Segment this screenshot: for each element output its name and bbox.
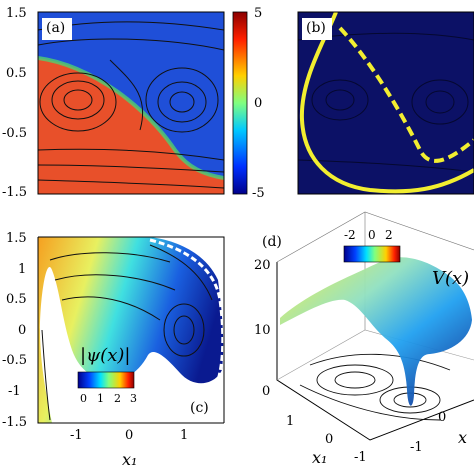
panel-c-xtick: -1	[70, 428, 83, 443]
panel-b-streamlines	[298, 32, 474, 173]
panel-d	[276, 211, 474, 441]
panel-b-label-box	[302, 18, 332, 40]
panel-d-xtick: 0	[325, 432, 334, 447]
panel-c-colorbar-title: |ψ(x)|	[80, 345, 131, 366]
panel-d-surface-label: V(x)	[432, 268, 470, 289]
panel-d-surface	[280, 257, 472, 406]
panel-c-ytick: -1.5	[2, 415, 28, 430]
panel-c-ytick: -1	[8, 384, 21, 399]
panel-d-ytick: -1	[410, 440, 423, 455]
colorbar-c-tick: 3	[130, 392, 137, 405]
panel-c-ytick: 0.5	[6, 292, 27, 307]
panel-c-psi-field	[38, 237, 224, 423]
panel-a-blue-region	[38, 12, 224, 178]
colorbar-c-tick: 0	[80, 392, 87, 405]
panel-d-label: (d)	[262, 234, 282, 250]
panel-d-floor-streamlines	[299, 353, 451, 421]
panel-a	[37, 11, 225, 195]
panel-c-xlabel: x₁	[122, 450, 138, 469]
panel-d-xtick: -1	[354, 450, 367, 465]
panel-a-colorbar	[232, 11, 248, 195]
panel-c-streamlines	[41, 244, 213, 421]
colorbar-c-tick: 2	[114, 392, 121, 405]
panel-c-label: (c)	[190, 400, 209, 416]
panel-d-colorbar	[343, 245, 401, 263]
panel-c-ytick: 1	[18, 262, 27, 277]
panel-a-ytick: 0.5	[6, 66, 27, 81]
panel-c-ytick: 0	[18, 323, 27, 338]
panel-b-yellow-dashed	[338, 26, 474, 163]
colorbar-c-tick: 1	[97, 392, 104, 405]
panel-c-ytick: -0.5	[2, 353, 28, 368]
panel-d-ztick: 0	[262, 384, 271, 399]
colorbar-d-tick: -2	[344, 228, 356, 242]
panel-a-ytick: -1.5	[2, 185, 28, 200]
panel-d-xtick: 1	[286, 414, 295, 429]
panel-c-xtick: 1	[180, 428, 189, 443]
panel-c	[37, 236, 225, 424]
panel-a-ytick: 1.5	[6, 6, 27, 21]
panel-a-label-box	[42, 18, 72, 40]
panel-c-ytick: 1.5	[6, 231, 27, 246]
panel-d-ylabel: x	[458, 428, 468, 447]
colorbar-a-tick: 0	[254, 96, 263, 111]
colorbar-a-tick: 5	[254, 6, 263, 21]
panel-d-ztick: 20	[254, 258, 271, 273]
panel-c-colorbar	[77, 371, 135, 389]
panel-d-xlabel: x₁	[312, 448, 328, 467]
colorbar-d-tick: 2	[385, 228, 393, 242]
panel-a-label: (a)	[46, 20, 66, 36]
colorbar-d-tick: 0	[368, 228, 376, 242]
panel-c-xtick: 0	[125, 428, 134, 443]
panel-b-yellow-boundary	[299, 12, 474, 194]
panel-d-ytick: 0	[438, 410, 447, 425]
panel-d-ztick: 10	[254, 323, 271, 338]
panel-b	[297, 11, 474, 195]
panel-a-ytick: -0.5	[2, 126, 28, 141]
panel-b-label: (b)	[306, 20, 326, 36]
colorbar-a-tick: -5	[252, 186, 265, 201]
